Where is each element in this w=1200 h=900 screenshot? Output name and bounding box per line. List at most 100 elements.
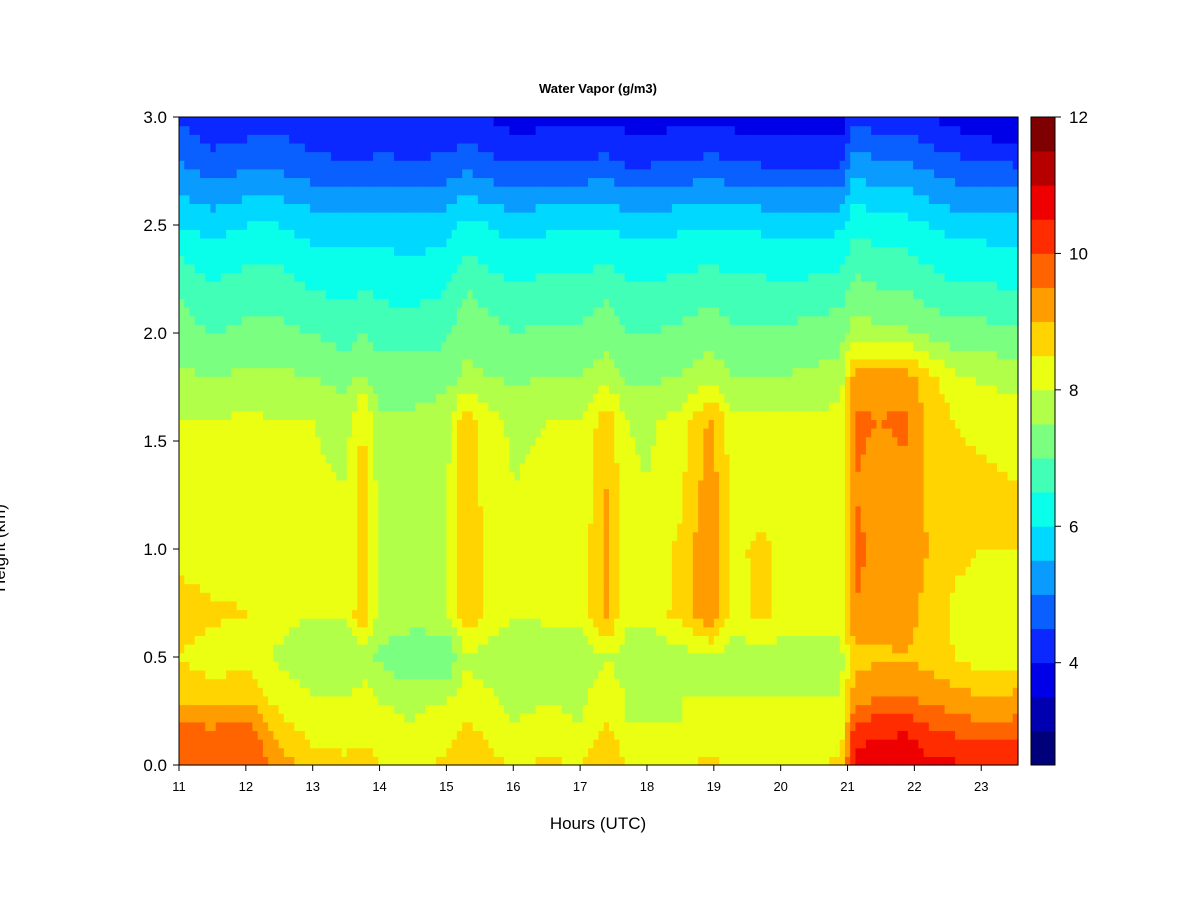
heatmap-cell <box>488 453 495 464</box>
heatmap-cell <box>294 341 301 351</box>
heatmap-cell <box>310 583 316 593</box>
heatmap-cell <box>179 644 185 654</box>
heatmap-cell <box>462 367 468 377</box>
heatmap-cell <box>194 497 201 507</box>
heatmap-field <box>179 117 1019 766</box>
heatmap-cell <box>252 367 259 377</box>
heatmap-cell <box>179 134 185 144</box>
heatmap-cell <box>430 160 437 170</box>
heatmap-cell <box>252 134 259 144</box>
heatmap-cell <box>236 410 243 420</box>
heatmap-cell <box>236 358 243 369</box>
heatmap-cell <box>477 635 484 645</box>
heatmap-cell <box>393 531 400 541</box>
heatmap-cell <box>199 333 206 343</box>
heatmap-cell <box>315 756 322 766</box>
heatmap-cell <box>373 497 379 507</box>
heatmap-cell <box>409 160 416 170</box>
heatmap-cell <box>205 410 212 420</box>
heatmap-cell <box>446 721 453 732</box>
heatmap-cell <box>362 428 369 438</box>
heatmap-cell <box>414 471 421 481</box>
heatmap-cell <box>435 592 442 602</box>
heatmap-cell <box>199 739 206 749</box>
heatmap-cell <box>378 168 385 179</box>
heatmap-cell <box>331 635 337 645</box>
heatmap-cell <box>268 566 274 576</box>
heatmap-cell <box>519 687 526 697</box>
heatmap-cell <box>325 341 332 351</box>
heatmap-cell <box>414 289 421 300</box>
heatmap-cell <box>509 333 516 343</box>
heatmap-cell <box>483 574 489 585</box>
heatmap-cell <box>430 721 437 732</box>
heatmap-cell <box>493 263 500 274</box>
heatmap-cell <box>273 237 280 248</box>
heatmap-cell <box>304 756 311 766</box>
heatmap-cell <box>320 566 327 576</box>
heatmap-cell <box>331 436 337 446</box>
heatmap-cell <box>409 315 416 325</box>
heatmap-cell <box>483 367 489 377</box>
heatmap-cell <box>189 557 196 567</box>
heatmap-cell <box>268 479 274 490</box>
heatmap-cell <box>414 315 421 325</box>
heatmap-cell <box>336 669 343 680</box>
heatmap-cell <box>383 600 390 611</box>
heatmap-cell <box>383 177 390 187</box>
heatmap-cell <box>231 644 238 654</box>
heatmap-cell <box>341 402 348 412</box>
heatmap-cell <box>483 479 489 490</box>
heatmap-cell <box>226 505 233 516</box>
heatmap-cell <box>299 557 306 567</box>
heatmap-cell <box>241 713 248 723</box>
heatmap-cell <box>404 281 411 291</box>
heatmap-cell <box>430 307 437 317</box>
heatmap-cell <box>430 739 437 749</box>
heatmap-cell <box>199 419 206 429</box>
heatmap-cell <box>226 307 233 317</box>
heatmap-cell <box>352 739 358 749</box>
heatmap-cell <box>257 376 264 386</box>
heatmap-cell <box>446 695 453 706</box>
heatmap-cell <box>425 549 432 559</box>
heatmap-cell <box>373 739 379 749</box>
heatmap-cell <box>199 583 206 593</box>
heatmap-cell <box>462 298 468 308</box>
heatmap-cell <box>498 540 505 550</box>
heatmap-cell <box>289 298 295 308</box>
heatmap-cell <box>236 523 243 533</box>
heatmap-cell <box>498 592 505 602</box>
heatmap-cell <box>493 376 500 386</box>
heatmap-cell <box>189 609 196 619</box>
heatmap-cell <box>241 160 248 170</box>
heatmap-cell <box>289 514 295 524</box>
heatmap-cell <box>241 168 248 179</box>
heatmap-cell <box>373 367 379 377</box>
heatmap-cell <box>341 618 348 628</box>
heatmap-cell <box>414 669 421 680</box>
heatmap-cell <box>446 739 453 749</box>
heatmap-cell <box>519 618 526 628</box>
heatmap-cell <box>299 505 306 516</box>
heatmap-cell <box>231 203 238 213</box>
heatmap-cell <box>315 540 322 550</box>
heatmap-cell <box>336 410 343 420</box>
heatmap-cell <box>477 168 484 179</box>
heatmap-cell <box>498 177 505 187</box>
heatmap-cell <box>399 376 406 386</box>
heatmap-cell <box>483 739 489 749</box>
heatmap-cell <box>425 350 432 360</box>
heatmap-cell <box>299 497 306 507</box>
heatmap-cell <box>315 428 322 438</box>
heatmap-cell <box>325 652 332 662</box>
heatmap-cell <box>184 307 191 317</box>
heatmap-cell <box>341 142 348 153</box>
heatmap-cell <box>383 644 390 654</box>
heatmap-cell <box>299 661 306 671</box>
heatmap-cell <box>278 419 285 429</box>
heatmap-cell <box>283 704 290 714</box>
heatmap-cell <box>231 186 238 196</box>
heatmap-cell <box>268 177 274 187</box>
heatmap-cell <box>488 419 495 429</box>
